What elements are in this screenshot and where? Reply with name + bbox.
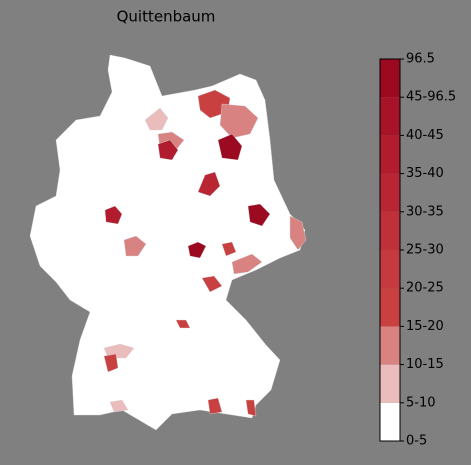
region xyxy=(144,107,169,131)
region xyxy=(197,171,221,197)
colorbar-label: 30-35 xyxy=(406,204,444,219)
region xyxy=(247,203,271,227)
region xyxy=(123,235,147,257)
region xyxy=(231,253,263,275)
colorbar-label: 25-30 xyxy=(406,243,444,258)
colorbar-label: 35-40 xyxy=(406,166,444,181)
colorbar-segment xyxy=(380,288,400,327)
colorbar-segment xyxy=(380,135,400,174)
colorbar-segment xyxy=(380,326,400,365)
colorbar-segment xyxy=(380,173,400,212)
region xyxy=(175,319,191,329)
region xyxy=(217,133,243,161)
region xyxy=(289,215,307,251)
region xyxy=(207,397,223,415)
colorbar-segment xyxy=(380,402,400,441)
colorbar-label: 0-5 xyxy=(406,434,427,449)
region xyxy=(219,103,259,139)
region xyxy=(157,139,179,161)
region xyxy=(201,275,223,293)
region xyxy=(245,399,257,417)
map-title: Quittenbaum xyxy=(117,8,216,26)
colorbar-segment xyxy=(380,250,400,289)
region xyxy=(109,399,129,413)
region xyxy=(187,241,207,259)
colorbar-label: 96.5 xyxy=(406,52,435,67)
colorbar-label: 20-25 xyxy=(406,281,444,296)
colorbar-label: 15-20 xyxy=(406,319,444,334)
map xyxy=(29,54,307,431)
colorbar: 0-5 5-10 10-15 15-20 20-25 25-30 30-35 35-40 40-… xyxy=(379,52,456,449)
colorbar-label: 40-45 xyxy=(406,128,444,143)
colorbar-segment xyxy=(380,97,400,136)
colorbar-segment xyxy=(380,364,400,403)
colorbar-label: 10-15 xyxy=(406,357,444,372)
colorbar-segment xyxy=(380,211,400,250)
region xyxy=(103,353,119,373)
region xyxy=(221,241,237,257)
colorbar-segment xyxy=(380,59,400,98)
colorbar-label: 5-10 xyxy=(406,395,436,410)
colorbar-label: 45-96.5 xyxy=(406,90,456,105)
region xyxy=(104,205,123,225)
